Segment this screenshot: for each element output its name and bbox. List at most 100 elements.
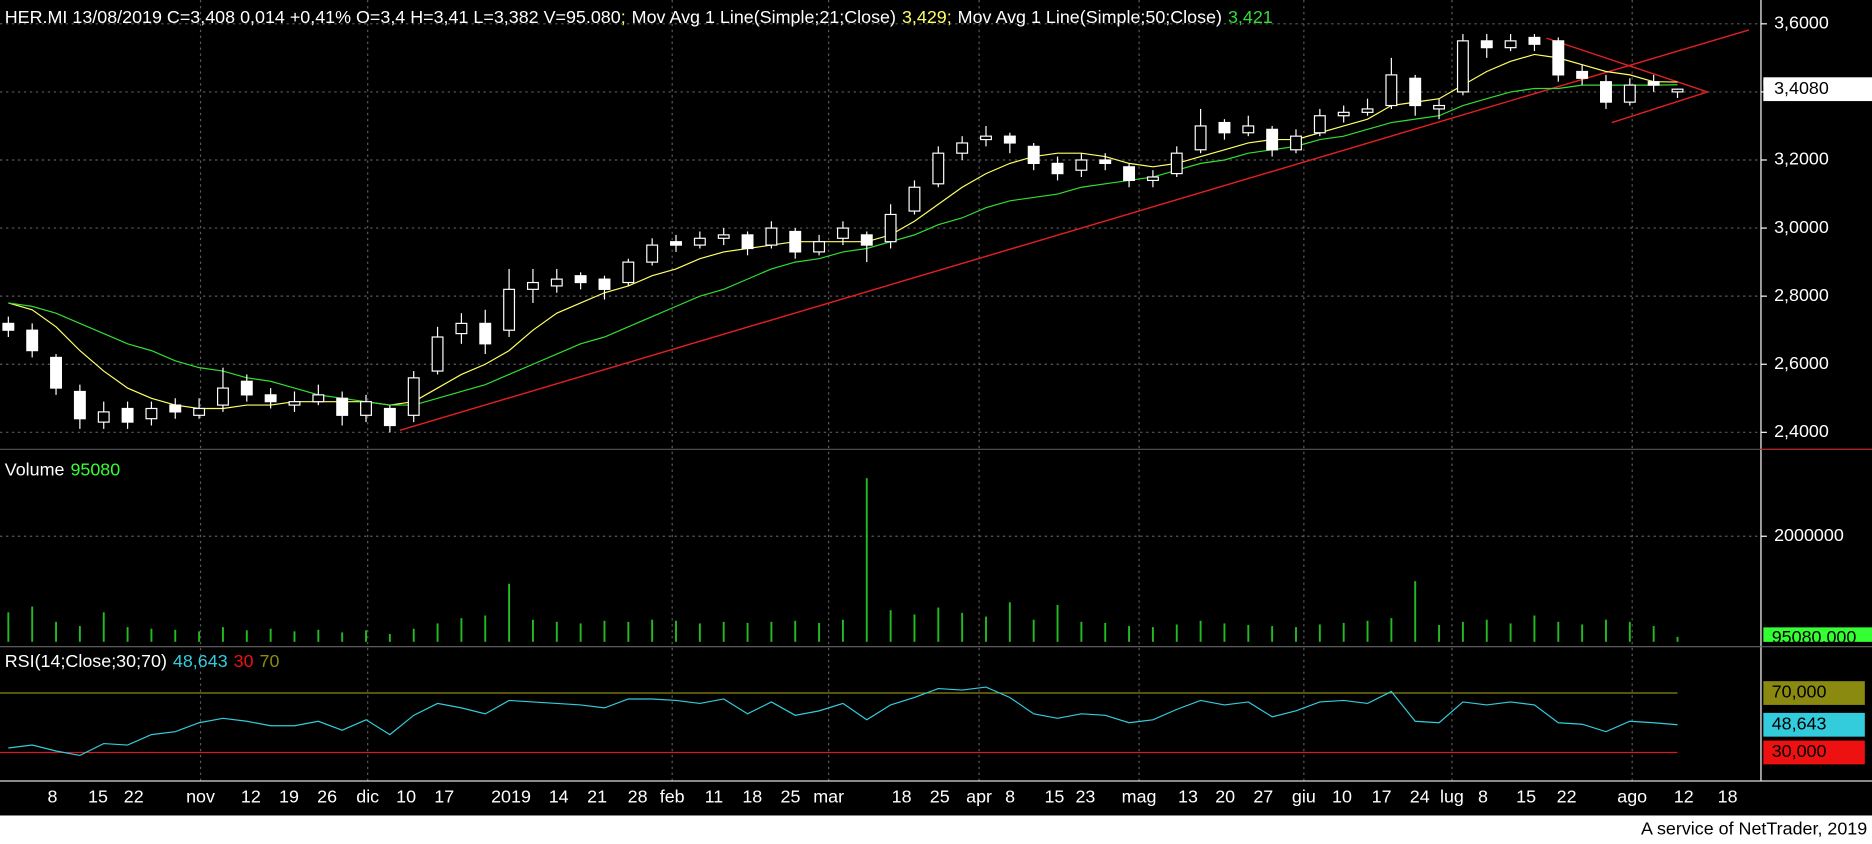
volume-bar — [1438, 625, 1441, 642]
volume-bar — [1509, 623, 1512, 642]
x-tick-label: 26 — [317, 786, 337, 806]
volume-bar — [1247, 625, 1250, 642]
x-tick-label: 15 — [1516, 786, 1536, 806]
candle-body — [479, 322, 492, 345]
volume-bar — [841, 619, 844, 642]
trendline — [1546, 37, 1708, 93]
candle-body — [73, 390, 86, 420]
x-tick-label: 21 — [587, 786, 607, 806]
x-tick-label: 19 — [279, 786, 299, 806]
y-tick-label: 2,6000 — [1774, 353, 1829, 373]
volume-bar — [555, 621, 558, 642]
volume-legend: Volume 95080 — [5, 459, 121, 479]
x-tick-label: feb — [660, 786, 685, 806]
candle-body — [2, 322, 15, 331]
candle-body — [646, 244, 659, 263]
volume-bar — [985, 616, 987, 642]
y-tick-label: 2,8000 — [1774, 285, 1829, 305]
volume-bar — [961, 612, 964, 642]
candle-body — [431, 336, 444, 372]
volume-bar — [150, 628, 153, 642]
trendline — [1611, 91, 1708, 124]
volume-bar — [198, 631, 201, 642]
candle-body — [97, 411, 110, 423]
volume-bar — [865, 478, 868, 642]
volume-bar — [1175, 624, 1178, 642]
candle-body — [288, 401, 301, 406]
volume-bar — [675, 620, 677, 642]
volume-bar — [531, 619, 534, 642]
x-tick-label: 17 — [1372, 786, 1392, 806]
volume-bar — [1318, 624, 1321, 642]
volume-bar — [508, 583, 511, 642]
y-tick-label: 2,4000 — [1774, 421, 1829, 441]
volume-bar — [1032, 619, 1035, 642]
legend-info: HER.MI 13/08/2019 C=3,408 0,014 +0,41% O… — [5, 7, 621, 27]
candle-body — [1576, 70, 1589, 79]
candle-body — [1194, 125, 1207, 151]
moving-average — [8, 84, 1678, 406]
x-tick-label: 28 — [628, 786, 648, 806]
y-tick-label: 3,0000 — [1774, 217, 1829, 237]
legend-level: 70 — [260, 651, 280, 671]
legend-value: 95080 — [70, 459, 120, 479]
last-volume-box — [1763, 627, 1872, 642]
x-tick-label: 8 — [1478, 786, 1488, 806]
volume-bar — [1080, 621, 1083, 642]
x-tick-label: 17 — [434, 786, 454, 806]
x-tick-label: giu — [1292, 786, 1316, 806]
x-tick-label: 2019 — [491, 786, 531, 806]
volume-bar — [889, 610, 892, 642]
volume-bar — [1366, 620, 1369, 642]
volume-bar — [1485, 619, 1488, 642]
candle-body — [1385, 74, 1398, 107]
rsi-level-box — [1763, 740, 1865, 765]
volume-bar — [269, 628, 272, 642]
candle-body — [1218, 121, 1231, 134]
candle-body — [622, 261, 635, 284]
volume-bar — [78, 626, 81, 642]
x-tick-label: 22 — [1557, 786, 1577, 806]
volume-bar — [388, 633, 391, 642]
volume-bar — [1461, 621, 1464, 642]
candle-body — [503, 288, 516, 331]
volume-bar — [317, 629, 320, 642]
candle-body — [1409, 77, 1422, 107]
volume-bar — [7, 612, 10, 642]
volume-bar — [1414, 581, 1417, 642]
candle-body — [1600, 81, 1612, 103]
price-plot — [2, 29, 1750, 433]
legend-name: Mov Avg 1 Line(Simple;50;Close) — [958, 7, 1222, 27]
x-tick-label: 14 — [549, 786, 569, 806]
candle-body — [1552, 40, 1565, 76]
volume-bar — [484, 615, 487, 642]
candle-body — [932, 152, 945, 185]
x-tick-label: apr — [966, 786, 992, 806]
legend-separator: ; — [947, 7, 952, 27]
candle-body — [1146, 176, 1159, 182]
x-tick-label: lug — [1440, 786, 1464, 806]
legend-name: RSI(14;Close;30;70) — [5, 651, 167, 671]
volume-bar — [1223, 623, 1226, 642]
volume-bar — [1342, 622, 1345, 642]
volume-bar — [1295, 627, 1297, 642]
volume-bar — [1008, 602, 1011, 642]
trendline — [399, 29, 1750, 431]
volume-bar — [651, 619, 654, 642]
x-tick-label: ago — [1617, 786, 1647, 806]
volume-bar — [1104, 622, 1107, 642]
candle-body — [1313, 115, 1326, 134]
candle-body — [193, 407, 206, 416]
volume-bar — [1581, 624, 1584, 642]
candle-body — [1099, 159, 1112, 164]
x-tick-label: 18 — [742, 786, 762, 806]
x-tick-label: 13 — [1178, 786, 1198, 806]
candle-body — [789, 230, 802, 253]
candle-body — [1480, 40, 1493, 49]
x-tick-label: 18 — [892, 786, 912, 806]
candle-body — [598, 278, 611, 290]
candle-body — [1123, 166, 1136, 182]
volume-bar — [55, 621, 57, 642]
